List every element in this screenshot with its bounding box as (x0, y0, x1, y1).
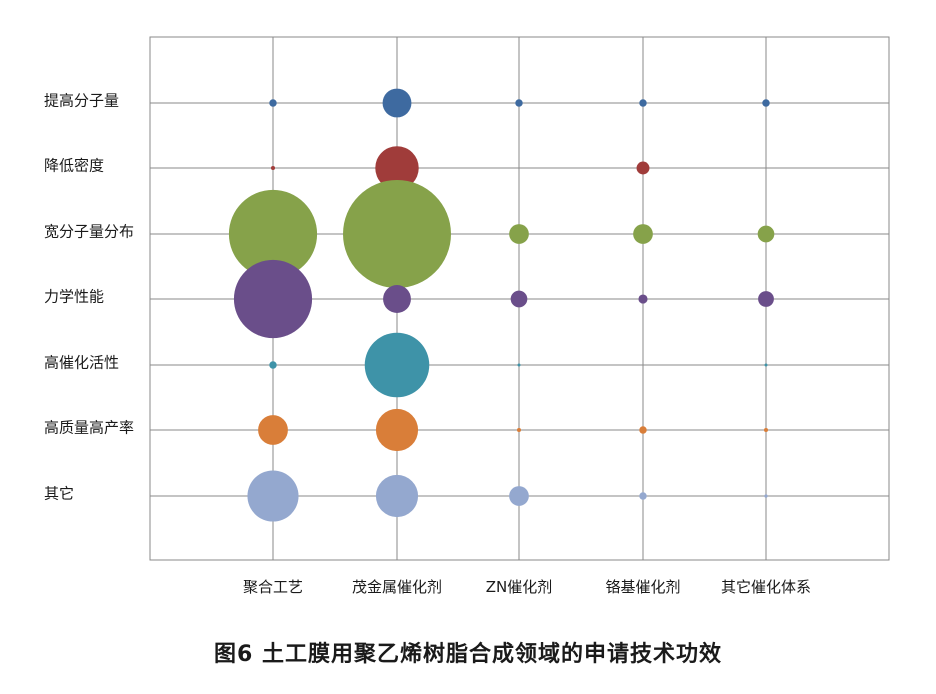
bubble (270, 165, 276, 171)
bubble (364, 332, 430, 398)
bubble (375, 146, 419, 190)
bubble (639, 492, 647, 500)
bubble (757, 225, 775, 243)
bubble (517, 363, 521, 367)
y-tick-label: 降低密度 (44, 157, 104, 175)
bubble (639, 426, 647, 434)
x-tick-label: 聚合工艺 (243, 578, 303, 596)
bubble (639, 99, 647, 107)
bubble (636, 161, 650, 175)
bubble (515, 99, 523, 107)
y-tick-label: 力学性能 (44, 288, 104, 306)
y-tick-label: 高催化活性 (44, 354, 119, 372)
bubble (343, 180, 451, 288)
y-tick-label: 高质量高产率 (44, 419, 134, 437)
bubble (258, 415, 288, 445)
y-tick-label: 提高分子量 (44, 92, 119, 110)
bubble (269, 361, 277, 369)
bubble (382, 88, 412, 118)
bubble-layer (228, 88, 775, 522)
y-tick-label: 宽分子量分布 (44, 223, 134, 241)
bubble (509, 486, 529, 506)
bubble (516, 427, 522, 433)
y-tick-label: 其它 (44, 485, 74, 503)
x-axis-labels: 聚合工艺 茂金属催化剂 ZN催化剂 铬基催化剂 其它催化体系 (243, 578, 811, 596)
bubble (764, 363, 768, 367)
figure-caption: 图6 土工膜用聚乙烯树脂合成领域的申请技术功效 (214, 642, 722, 667)
bubble (228, 189, 318, 279)
x-tick-label: 其它催化体系 (721, 578, 811, 596)
bubble (638, 294, 648, 304)
bubble (758, 291, 774, 307)
bubble (510, 290, 528, 308)
bubble (509, 224, 529, 244)
bubble (633, 224, 653, 244)
bubble (233, 259, 313, 339)
bubble (762, 99, 770, 107)
x-tick-label: 茂金属催化剂 (352, 578, 442, 596)
bubble (383, 285, 411, 313)
bubble (247, 470, 299, 522)
bubble (764, 494, 768, 498)
bubble (269, 99, 277, 107)
bubble (375, 408, 419, 452)
x-tick-label: 铬基催化剂 (605, 578, 680, 596)
bubble (375, 474, 419, 518)
x-tick-label: ZN催化剂 (486, 578, 553, 596)
bubble (763, 427, 769, 433)
